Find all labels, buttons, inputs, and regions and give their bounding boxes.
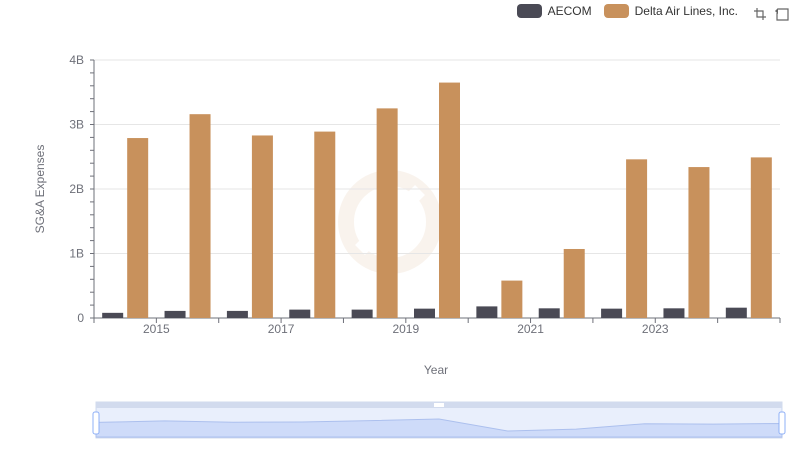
bar-aecom-2018[interactable] [351, 309, 373, 318]
bar-delta-2015[interactable] [189, 114, 211, 319]
y-axis: 0 1B 2B 3B 4B [69, 53, 95, 325]
bar-aecom-2016[interactable] [226, 310, 248, 318]
legend-item-delta[interactable]: Delta Air Lines, Inc. [603, 4, 738, 18]
legend-item-aecom[interactable]: AECOM [516, 4, 592, 18]
legend: AECOM Delta Air Lines, Inc. [516, 4, 738, 18]
bar-delta-2021[interactable] [563, 248, 585, 318]
bar-aecom-2019[interactable] [414, 308, 435, 318]
bar-delta-2022[interactable] [626, 159, 648, 318]
legend-label-delta: Delta Air Lines, Inc. [634, 4, 738, 18]
x-axis-label: Year [424, 363, 448, 377]
y-tick-label: 4B [69, 53, 84, 67]
zoom-icon[interactable] [752, 6, 768, 22]
bar-aecom-2014[interactable] [102, 312, 124, 318]
x-tick-label: 2019 [392, 322, 419, 336]
bar-aecom-2020[interactable] [476, 306, 498, 318]
bar-aecom-2022[interactable] [601, 308, 623, 318]
legend-swatch-delta [603, 4, 629, 18]
bar-aecom-2023[interactable] [663, 308, 685, 318]
y-tick-label: 0 [77, 311, 84, 325]
x-tick-label: 2023 [642, 322, 669, 336]
bar-delta-2019[interactable] [439, 82, 460, 318]
bar-delta-2018[interactable] [376, 108, 398, 318]
bar-aecom-2015[interactable] [164, 310, 186, 318]
bar-aecom-2024[interactable] [725, 307, 747, 318]
x-tick-label: 2021 [517, 322, 544, 336]
bars [102, 82, 772, 319]
data-zoom-preview-area [95, 418, 783, 438]
x-tick-label: 2017 [268, 322, 295, 336]
bar-delta-2024[interactable] [750, 157, 772, 318]
bar-aecom-2021[interactable] [538, 308, 560, 318]
y-tick-label: 2B [69, 182, 84, 196]
y-tick-label: 3B [69, 118, 84, 132]
y-tick-label: 1B [69, 247, 84, 261]
data-zoom-drag-grip[interactable] [434, 403, 444, 407]
bar-delta-2020[interactable] [501, 280, 523, 318]
legend-label-aecom: AECOM [547, 4, 592, 18]
legend-swatch-aecom [516, 4, 542, 18]
bar-delta-2016[interactable] [251, 135, 273, 318]
data-zoom-handle-left[interactable] [92, 411, 100, 435]
bar-aecom-2017[interactable] [289, 309, 311, 318]
toolbox [752, 6, 790, 22]
bar-delta-2023[interactable] [688, 167, 710, 318]
bar-delta-2014[interactable] [127, 138, 149, 318]
bar-delta-2017[interactable] [314, 131, 336, 318]
x-tick-label: 2015 [143, 322, 170, 336]
x-axis: 2015 2017 2019 2021 2023 [93, 317, 781, 336]
data-zoom-slider[interactable] [92, 401, 786, 439]
restore-icon[interactable] [774, 6, 790, 22]
y-axis-label: SG&A Expenses [33, 145, 47, 234]
data-zoom-handle-right[interactable] [778, 411, 786, 435]
